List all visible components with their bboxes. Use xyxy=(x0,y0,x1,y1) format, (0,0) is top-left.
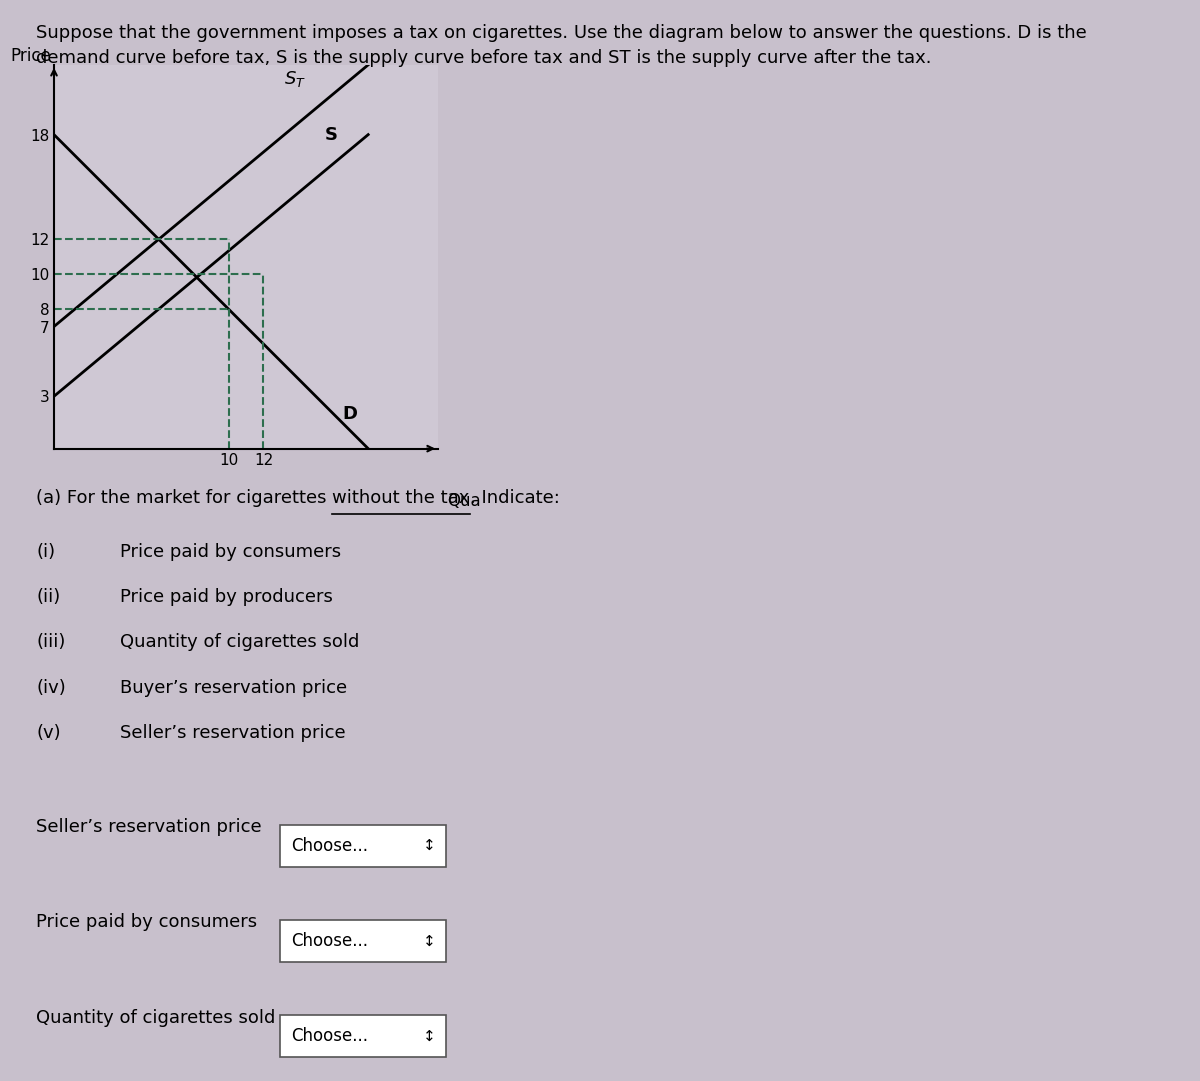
Text: demand curve before tax, S is the supply curve before tax and ST is the supply c: demand curve before tax, S is the supply… xyxy=(36,49,931,67)
Text: without the tax: without the tax xyxy=(332,489,469,507)
FancyBboxPatch shape xyxy=(280,825,446,867)
Text: (a) For the market for cigarettes: (a) For the market for cigarettes xyxy=(36,489,332,507)
Text: $S_T$: $S_T$ xyxy=(284,69,306,89)
Text: Quantity of cigarettes sold: Quantity of cigarettes sold xyxy=(36,1009,275,1027)
Text: Price paid by consumers: Price paid by consumers xyxy=(36,913,257,932)
Text: Choose...: Choose... xyxy=(292,837,368,855)
Text: Qua: Qua xyxy=(446,492,480,510)
Text: Price paid by consumers: Price paid by consumers xyxy=(120,543,341,561)
Text: Price paid by producers: Price paid by producers xyxy=(120,588,332,606)
Text: . Indicate:: . Indicate: xyxy=(469,489,559,507)
Text: ↕: ↕ xyxy=(424,934,436,948)
Text: Buyer’s reservation price: Buyer’s reservation price xyxy=(120,679,347,697)
Text: Suppose that the government imposes a tax on cigarettes. Use the diagram below t: Suppose that the government imposes a ta… xyxy=(36,24,1087,42)
Text: (iv): (iv) xyxy=(36,679,66,697)
Text: S: S xyxy=(324,125,337,144)
Text: Seller’s reservation price: Seller’s reservation price xyxy=(120,724,346,743)
Text: Seller’s reservation price: Seller’s reservation price xyxy=(36,818,262,837)
Text: (v): (v) xyxy=(36,724,61,743)
Text: Choose...: Choose... xyxy=(292,932,368,950)
Text: (i): (i) xyxy=(36,543,55,561)
Text: ↕: ↕ xyxy=(424,839,436,853)
Text: Price: Price xyxy=(11,46,52,65)
FancyBboxPatch shape xyxy=(280,920,446,962)
Text: D: D xyxy=(342,404,358,423)
Text: (ii): (ii) xyxy=(36,588,60,606)
Text: Quantity of cigarettes sold: Quantity of cigarettes sold xyxy=(120,633,359,652)
Text: Choose...: Choose... xyxy=(292,1027,368,1045)
Text: ↕: ↕ xyxy=(424,1029,436,1043)
Text: (iii): (iii) xyxy=(36,633,65,652)
FancyBboxPatch shape xyxy=(280,1015,446,1057)
